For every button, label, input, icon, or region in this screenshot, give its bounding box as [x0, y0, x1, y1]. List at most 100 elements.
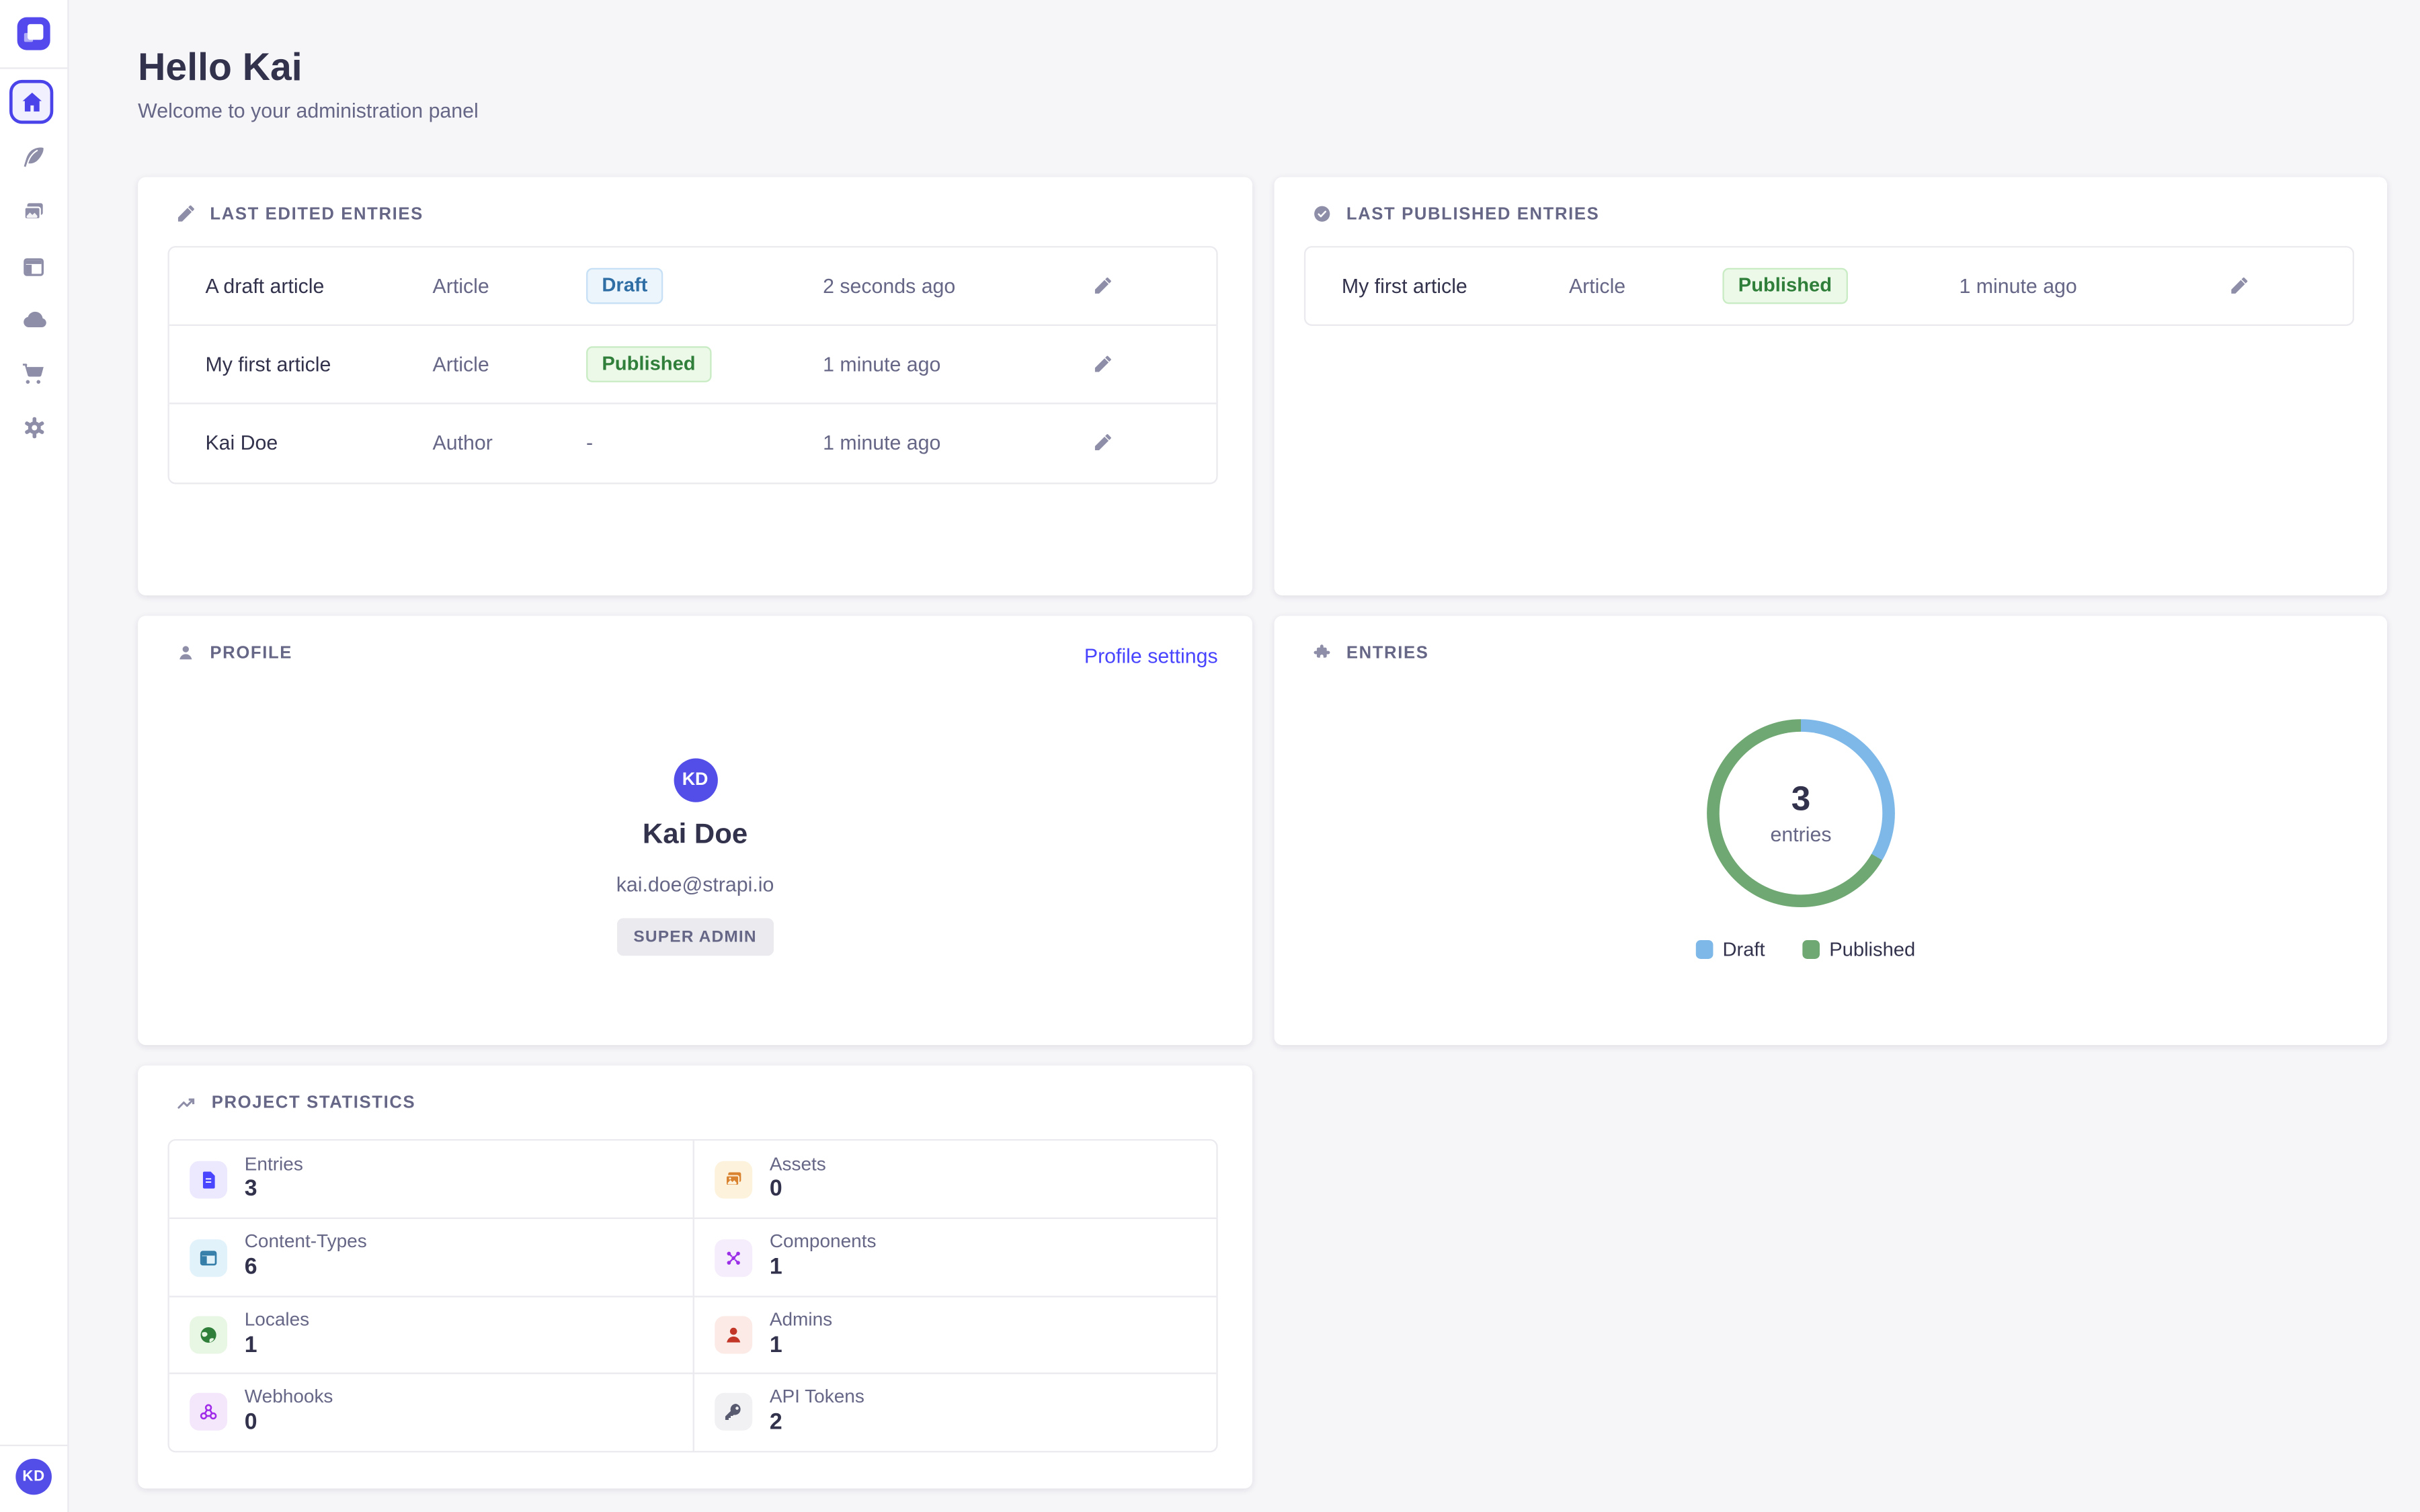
edit-entry-button[interactable] [2229, 276, 2249, 296]
sidebar: KD [0, 0, 69, 1512]
stat-content-types: Content-Types 6 [169, 1218, 693, 1296]
stat-value: 2 [769, 1410, 782, 1435]
stat-label: Content-Types [244, 1230, 367, 1253]
puzzle-icon [1312, 642, 1332, 663]
sidebar-item-content-manager[interactable] [0, 136, 67, 177]
sidebar-item-media-library[interactable] [0, 191, 67, 232]
card-title: PROJECT STATISTICS [211, 1093, 416, 1113]
sidebar-item-cloud[interactable] [0, 299, 67, 340]
stat-admins: Admins 1 [692, 1295, 1217, 1373]
stat-value: 3 [244, 1177, 257, 1203]
entries-total-label: entries [1770, 822, 1832, 846]
stat-locales: Locales 1 [169, 1295, 693, 1373]
edit-entry-button[interactable] [1092, 354, 1113, 374]
entry-time: 1 minute ago [823, 431, 941, 456]
legend-item-draft: Draft [1695, 938, 1765, 961]
entry-type: Article [432, 274, 489, 298]
stat-label: Components [769, 1230, 877, 1253]
gear-icon [24, 417, 44, 439]
stat-value: 0 [769, 1177, 782, 1203]
last-edited-entries-card: LAST EDITED ENTRIES A draft article Arti… [138, 177, 1252, 596]
entry-time: 2 seconds ago [823, 274, 956, 298]
published-swatch [1802, 939, 1820, 959]
card-title: PROFILE [210, 643, 293, 663]
stat-value: 0 [244, 1410, 257, 1435]
entry-status: Published [1722, 267, 1959, 304]
person-icon [175, 642, 196, 663]
last-edited-table: A draft article Article Draft 2 seconds … [167, 245, 1218, 484]
sidebar-item-settings[interactable] [0, 407, 67, 448]
entry-time: 1 minute ago [823, 352, 941, 376]
status-badge: Published [1722, 267, 1848, 304]
card-header: LAST EDITED ENTRIES [175, 204, 424, 224]
entry-name: My first article [205, 352, 331, 376]
edit-entry-button[interactable] [1092, 276, 1113, 296]
legend-item-published: Published [1802, 938, 1916, 961]
strapi-logo-icon [24, 24, 44, 42]
user-avatar[interactable]: KD [15, 1458, 52, 1495]
edit-entry-button[interactable] [1092, 433, 1113, 454]
cart-icon [22, 363, 44, 383]
stat-components: Components 1 [692, 1218, 1217, 1296]
document-icon [190, 1160, 228, 1198]
entry-type: Article [1568, 274, 1626, 298]
entry-name: A draft article [205, 274, 325, 298]
sidebar-item-content-type-builder[interactable] [0, 246, 67, 287]
chart-legend: Draft Published [1695, 938, 1916, 961]
feather-icon [24, 146, 44, 167]
profile-email: kai.doe@strapi.io [616, 872, 774, 896]
card-title: LAST EDITED ENTRIES [210, 204, 424, 224]
pencil-icon [2231, 277, 2248, 294]
cloud-icon [23, 311, 46, 328]
table-row: A draft article Article Draft 2 seconds … [169, 247, 1217, 324]
key-icon [715, 1393, 753, 1431]
stats-table: Entries 3 Assets 0 Content-Types 6 Componen… [167, 1139, 1218, 1452]
page-title: Hello Kai [138, 46, 302, 89]
media-library-icon [24, 202, 43, 219]
status-badge: Published [586, 346, 711, 383]
stat-label: Entries [244, 1152, 303, 1175]
legend-label: Published [1829, 938, 1916, 961]
strapi-logo[interactable] [17, 17, 50, 50]
sidebar-divider-top [0, 67, 68, 69]
admin-person-icon [715, 1316, 753, 1354]
table-row: My first article Article Published 1 min… [169, 324, 1217, 403]
sidebar-item-home[interactable] [9, 79, 54, 124]
legend-label: Draft [1722, 938, 1765, 961]
donut-center: 3 entries [1719, 731, 1883, 895]
profile-name: Kai Doe [642, 818, 748, 849]
project-statistics-card: PROJECT STATISTICS Entries 3 Assets 0 Cont… [138, 1065, 1252, 1489]
layout-icon [24, 257, 44, 276]
components-icon [715, 1238, 753, 1277]
last-published-table: My first article Article Published 1 min… [1303, 245, 2355, 326]
pencil-icon [175, 204, 196, 224]
card-title: ENTRIES [1346, 643, 1429, 663]
last-published-entries-card: LAST PUBLISHED ENTRIES My first article … [1274, 177, 2388, 596]
webhook-icon [190, 1393, 228, 1431]
entries-total: 3 [1791, 779, 1811, 819]
stat-label: Webhooks [244, 1385, 333, 1408]
stat-label: Admins [769, 1308, 833, 1331]
trending-up-icon [175, 1092, 198, 1114]
card-title: LAST PUBLISHED ENTRIES [1346, 204, 1600, 224]
layout-icon [190, 1238, 228, 1277]
table-row: My first article Article Published 1 min… [1305, 247, 2353, 324]
pencil-icon [1094, 277, 1111, 294]
entry-name: My first article [1341, 274, 1467, 298]
entry-status: Published [586, 346, 823, 383]
stat-label: Locales [244, 1308, 310, 1331]
profile-settings-link[interactable]: Profile settings [1084, 644, 1218, 668]
card-header: LAST PUBLISHED ENTRIES [1312, 204, 1600, 224]
entry-type: Author [432, 431, 493, 456]
profile-role-badge: SUPER ADMIN [616, 918, 774, 956]
stat-label: API Tokens [769, 1385, 864, 1408]
home-icon [22, 91, 41, 111]
sidebar-item-marketplace[interactable] [0, 353, 67, 394]
stat-value: 1 [769, 1333, 782, 1358]
profile-card: PROFILE Profile settings KD Kai Doe kai.… [138, 616, 1252, 1046]
entries-card: ENTRIES 3 entries Draft Published [1274, 616, 2388, 1046]
page-subtitle: Welcome to your administration panel [138, 98, 479, 122]
stat-label: Assets [769, 1152, 826, 1175]
table-row: Kai Doe Author - 1 minute ago [169, 403, 1217, 482]
pencil-icon [1094, 435, 1111, 452]
